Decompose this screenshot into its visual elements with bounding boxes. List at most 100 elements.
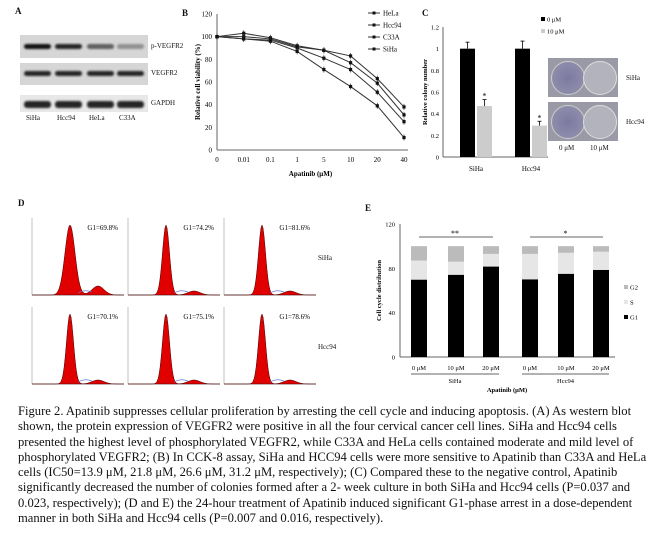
blot-band xyxy=(55,100,82,108)
y-tick-label: 0.8 xyxy=(431,68,439,75)
panel-a-label: A xyxy=(15,6,22,16)
data-point xyxy=(375,104,379,108)
stacked-bar-G2 xyxy=(522,246,538,254)
y-tick-label: 120 xyxy=(202,11,213,19)
s-phase-curve xyxy=(77,379,93,383)
histogram: G1=70.1% xyxy=(31,307,124,385)
lane-label: HeLa xyxy=(89,114,105,122)
x-tick-label: 20 μM xyxy=(592,365,610,372)
row-label: Hcc94 xyxy=(318,343,337,351)
blot-row-label: p-VEGFR2 xyxy=(151,41,184,50)
y-tick-label: 1.2 xyxy=(431,25,439,32)
cell-cycle-peak xyxy=(32,224,124,296)
legend-swatch xyxy=(624,285,628,289)
y-tick-label: 0 xyxy=(209,147,213,155)
blot-band xyxy=(87,43,114,49)
x-tick-label: 0.01 xyxy=(238,156,251,164)
data-point xyxy=(348,67,353,72)
cell-cycle-peak xyxy=(128,224,220,296)
panel-b-label: B xyxy=(182,8,189,18)
stacked-bar-S xyxy=(483,253,499,267)
stacked-bar-G2 xyxy=(448,246,464,262)
stacked-bar-G2 xyxy=(411,246,427,261)
legend-marker xyxy=(372,35,376,39)
y-tick-label: 40 xyxy=(205,101,213,109)
s-phase-curve xyxy=(269,290,285,294)
blot-band xyxy=(87,71,114,76)
blot-band xyxy=(55,71,82,76)
y-tick-label: 1 xyxy=(436,46,439,53)
data-point xyxy=(322,48,326,52)
g1-percentage: G1=81.6% xyxy=(279,224,310,232)
significance-marker: * xyxy=(538,113,542,122)
y-tick-label: 0.2 xyxy=(431,133,439,140)
blot-strip xyxy=(20,63,148,85)
s-phase-curve xyxy=(77,290,93,294)
y-axis-label: Relative cell viability (%) xyxy=(194,43,202,120)
s-phase-curve xyxy=(173,290,189,294)
x-tick-label: 20 xyxy=(374,156,382,164)
panel-d-label: D xyxy=(18,198,25,208)
s-phase-curve xyxy=(173,379,189,383)
x-tick-label: 10 μM xyxy=(557,365,575,372)
legend-label: S xyxy=(630,300,634,307)
g1-percentage: G1=78.6% xyxy=(279,313,310,321)
x-tick-label: 0.1 xyxy=(266,156,275,164)
stacked-bar-G1 xyxy=(522,279,538,357)
bar-Hcc94-0 μM xyxy=(515,48,530,157)
legend-swatch xyxy=(624,300,628,304)
stacked-bar-S xyxy=(593,251,609,270)
lane-label: Hcc94 xyxy=(57,114,76,122)
legend-marker xyxy=(372,47,376,51)
panel-c-label: C xyxy=(422,8,429,18)
blot-band xyxy=(24,71,51,76)
y-tick-label: 0.6 xyxy=(431,90,440,97)
data-point xyxy=(242,31,246,35)
dish-0uM xyxy=(551,61,585,95)
cell-cycle-peak xyxy=(32,313,124,385)
stacked-bar-G2 xyxy=(558,246,574,253)
blot-strip xyxy=(20,35,148,58)
legend-swatch xyxy=(541,29,545,33)
histogram: G1=69.8% xyxy=(31,218,124,296)
series-line-C33A xyxy=(217,36,405,116)
significance-marker: * xyxy=(564,229,568,238)
x-tick-label: 5 xyxy=(322,156,326,164)
data-point xyxy=(268,39,273,43)
blot-band xyxy=(55,43,82,49)
legend-label: G2 xyxy=(630,285,638,292)
stacked-bar-S xyxy=(448,261,464,275)
legend-label: Hcc94 xyxy=(383,22,402,30)
data-point xyxy=(348,61,353,65)
y-tick-label: 0.4 xyxy=(431,111,440,118)
y-axis-label: Cell cycle distribution xyxy=(376,260,383,321)
x-axis-label: Apatinib (μM) xyxy=(487,387,527,394)
stacked-bar-G1 xyxy=(593,269,609,357)
legend-marker xyxy=(372,23,376,27)
g1-percentage: G1=70.1% xyxy=(87,313,118,321)
data-point xyxy=(295,49,299,53)
series-line-SiHa xyxy=(216,36,405,138)
blot-band xyxy=(117,71,144,76)
y-tick-label: 20 xyxy=(205,124,213,132)
blot-row-label: VEGFR2 xyxy=(151,69,178,77)
bar-SiHa-10 μM xyxy=(477,106,492,157)
histogram: G1=75.1% xyxy=(127,307,220,385)
y-tick-label: 80 xyxy=(389,266,396,273)
histogram: G1=81.6% xyxy=(223,218,316,296)
stacked-bar-G1 xyxy=(411,279,427,357)
histogram: G1=74.2% xyxy=(127,218,220,296)
cell-cycle-peak xyxy=(224,224,316,296)
legend-label: HeLa xyxy=(383,10,399,18)
stacked-bar-S xyxy=(558,252,574,274)
x-tick-label: 0 xyxy=(215,156,219,164)
data-point xyxy=(215,35,219,39)
stacked-bar-S xyxy=(522,253,538,280)
panel-e-label: E xyxy=(365,203,372,213)
data-point xyxy=(375,77,379,81)
data-point xyxy=(295,45,299,49)
x-tick-label: 40 xyxy=(401,156,409,164)
legend-swatch xyxy=(624,315,628,319)
data-point xyxy=(242,37,246,41)
dish-0uM xyxy=(551,105,585,139)
